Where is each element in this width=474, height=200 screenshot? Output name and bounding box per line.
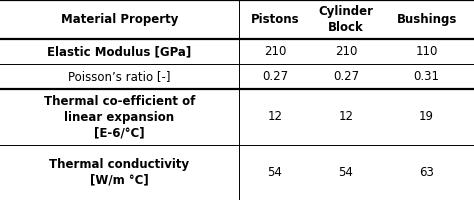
Text: Poisson’s ratio [-]: Poisson’s ratio [-] bbox=[68, 70, 171, 83]
Text: Cylinder
Block: Cylinder Block bbox=[319, 5, 374, 34]
Text: 19: 19 bbox=[419, 110, 434, 123]
Text: 110: 110 bbox=[415, 45, 438, 58]
Text: 63: 63 bbox=[419, 166, 434, 179]
Text: Thermal conductivity
[W/m °C]: Thermal conductivity [W/m °C] bbox=[49, 158, 190, 187]
Text: 0.31: 0.31 bbox=[414, 70, 439, 83]
Text: Elastic Modulus [GPa]: Elastic Modulus [GPa] bbox=[47, 45, 191, 58]
Text: Bushings: Bushings bbox=[396, 13, 457, 26]
Text: Material Property: Material Property bbox=[61, 13, 178, 26]
Text: Thermal co-efficient of
linear expansion
[E-6/°C]: Thermal co-efficient of linear expansion… bbox=[44, 95, 195, 139]
Text: 0.27: 0.27 bbox=[333, 70, 359, 83]
Text: 0.27: 0.27 bbox=[262, 70, 288, 83]
Text: 12: 12 bbox=[338, 110, 354, 123]
Text: 210: 210 bbox=[335, 45, 357, 58]
Text: 12: 12 bbox=[267, 110, 283, 123]
Text: Pistons: Pistons bbox=[251, 13, 299, 26]
Text: 54: 54 bbox=[267, 166, 283, 179]
Text: 210: 210 bbox=[264, 45, 286, 58]
Text: 54: 54 bbox=[338, 166, 354, 179]
